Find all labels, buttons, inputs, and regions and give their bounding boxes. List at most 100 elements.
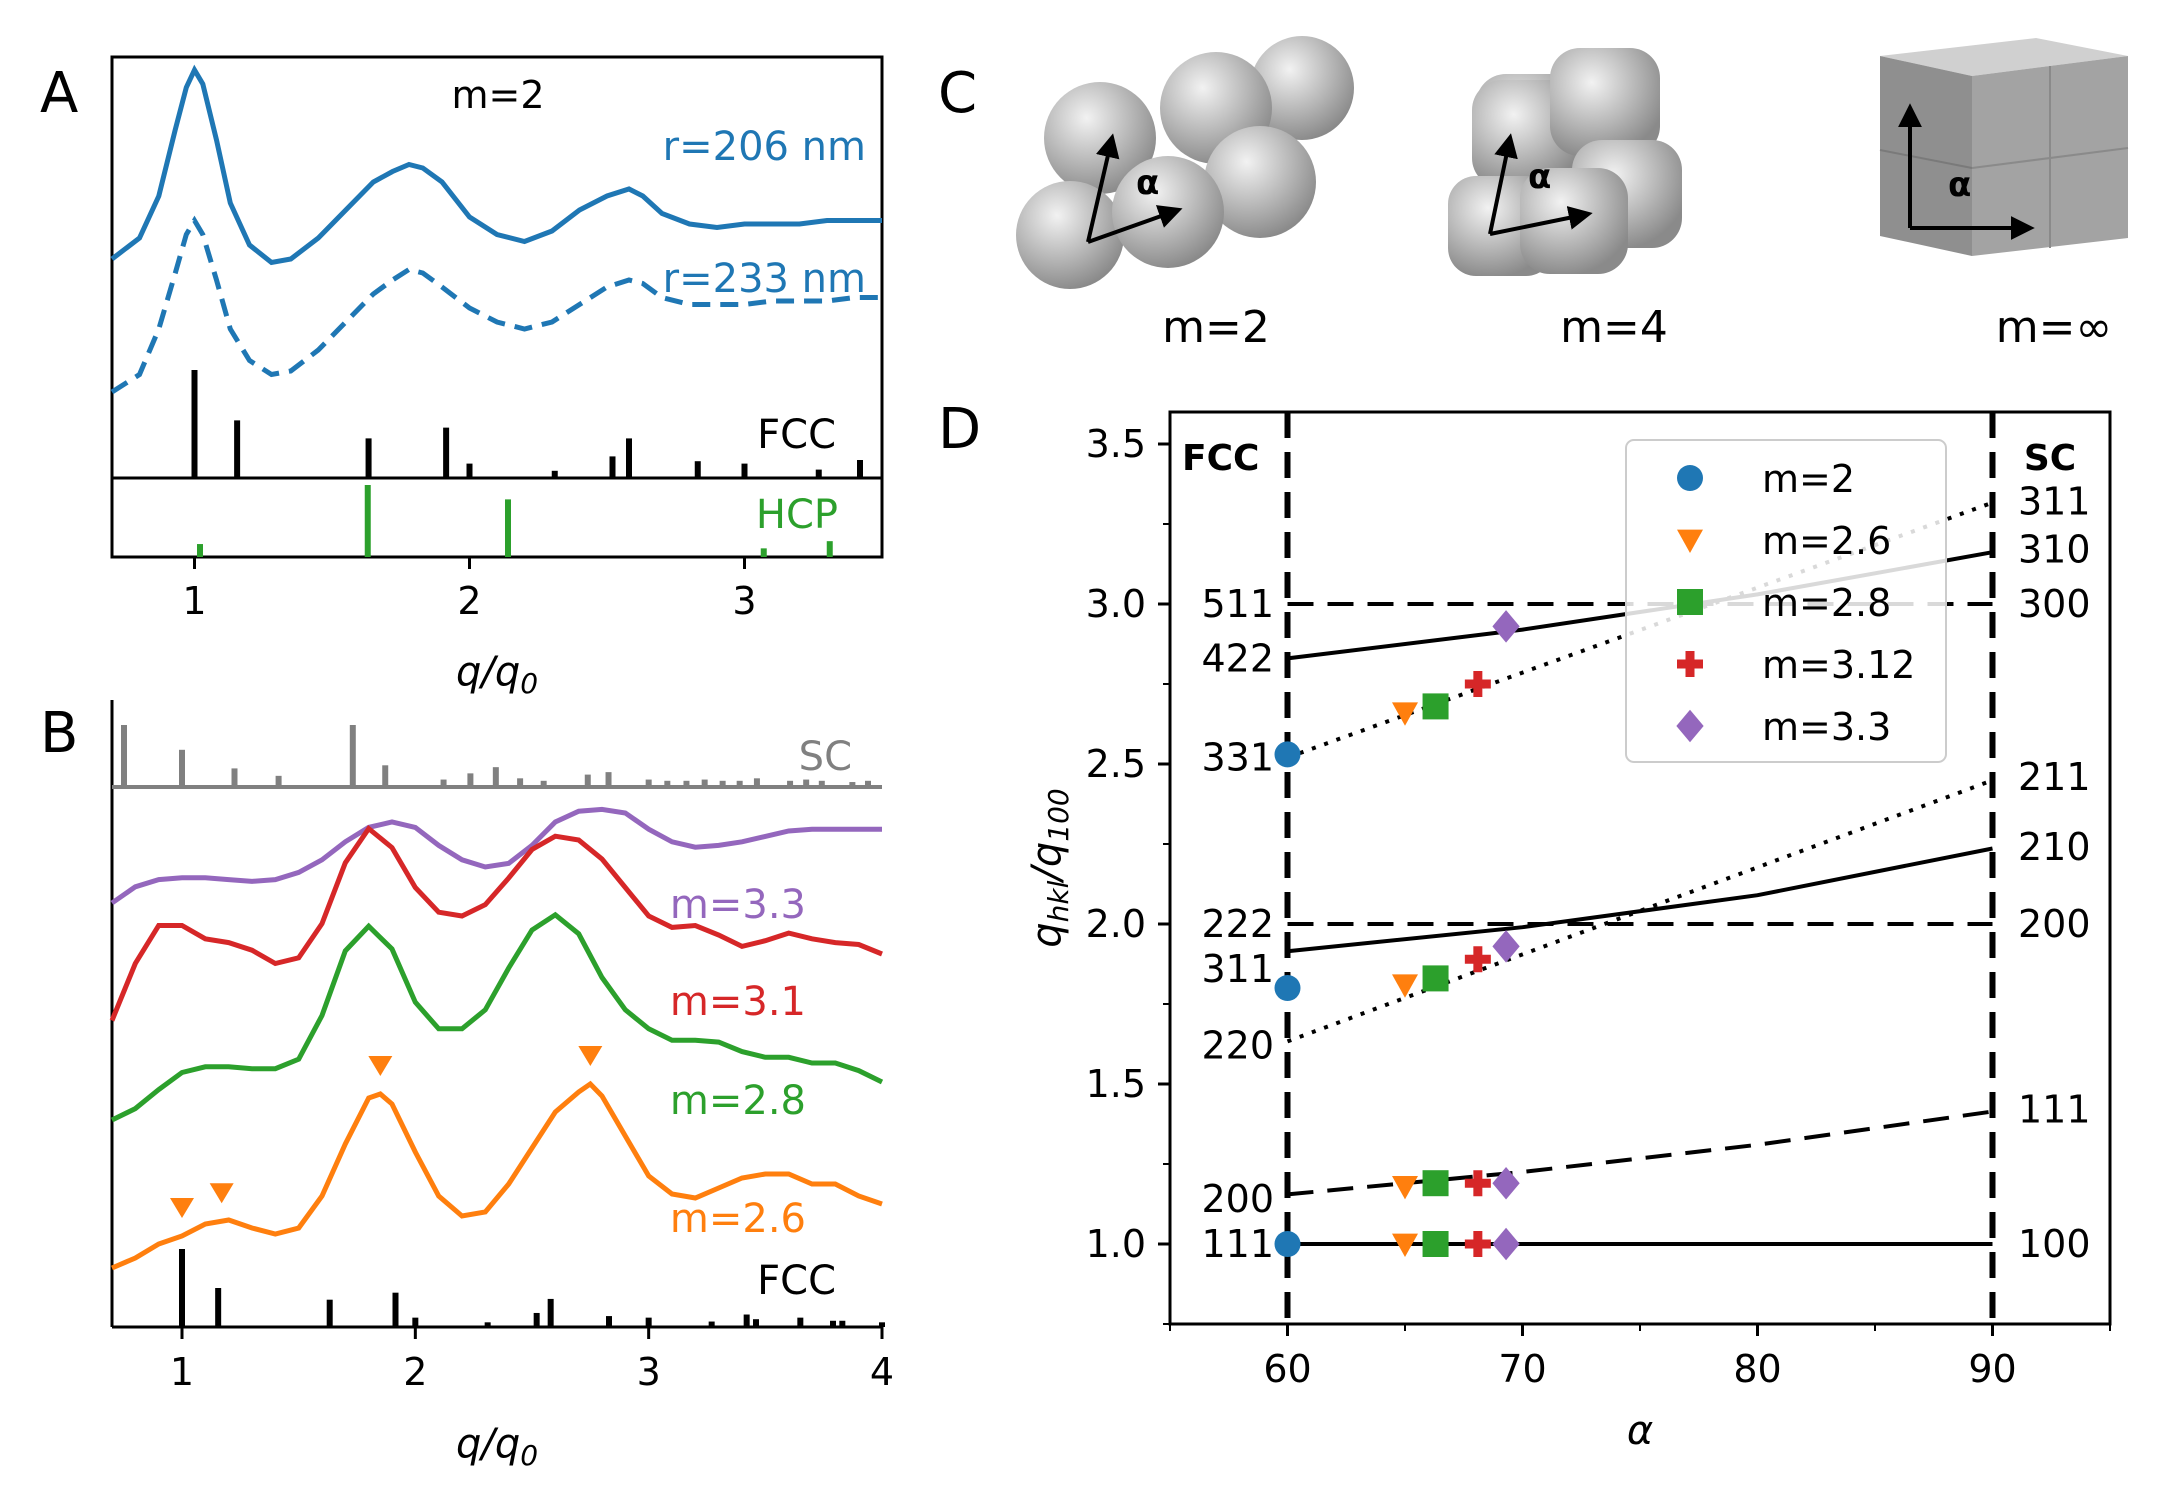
hkl-label-left: 220	[1201, 1024, 1274, 1068]
panel-b: 1 2 3 4 SC m=3.3 m=3.1 m=2.8 m=2.6 FCC q/q0	[109, 700, 894, 1472]
angle-label: α	[1528, 157, 1551, 197]
cube-edge	[1879, 149, 1973, 169]
panel-a-title: m=2	[451, 73, 544, 117]
panel-d-hkl-labels: 5114223312223112202001113113103002112102…	[1201, 480, 2090, 1266]
angle-label: α	[1948, 165, 1971, 205]
series-line-1	[109, 824, 883, 1022]
panel-b-label-m31: m=3.1	[670, 979, 806, 1025]
y-tick-label: 1.5	[1086, 1062, 1146, 1106]
x-tick-label: 1	[170, 1350, 194, 1394]
series-line-0	[110, 806, 882, 906]
series-line-1	[110, 215, 882, 395]
x-tick-label: 80	[1733, 1347, 1781, 1391]
y-tick-label: 3.0	[1086, 582, 1146, 626]
panel-d-phase-boundaries	[1284, 412, 1996, 1324]
y-tick-label: 2.5	[1086, 742, 1146, 786]
panel-a-curves	[110, 64, 882, 395]
legend-label: m=3.3	[1762, 705, 1891, 749]
panel-d-ticks: 60 70 80 90 1.0 1.5 2.0 2.5 3.0 3.5	[1086, 422, 2111, 1391]
caption-m2: m=2	[1162, 302, 1270, 353]
panel-b-label-m26: m=2.6	[670, 1196, 806, 1242]
marker-circle	[1274, 975, 1301, 1001]
panel-b-x-ticks: 1 2 3 4	[170, 1327, 894, 1394]
y-tick-label: 1.0	[1086, 1222, 1146, 1266]
y-tick-label: 3.5	[1086, 422, 1146, 466]
hkl-label-right: 310	[2018, 528, 2091, 572]
legend-marker-plus	[1677, 651, 1703, 677]
hkl-label-right: 111	[2018, 1088, 2091, 1132]
panel-b-sc-bars	[121, 725, 871, 787]
cube-top-face	[1880, 38, 2128, 76]
marker-triangle-down	[1392, 974, 1418, 998]
panel-b-peak-markers	[170, 1046, 603, 1218]
panel-d-label-fcc: FCC	[1182, 438, 1259, 479]
panel-a-x-ticks: 1 2 3	[182, 557, 757, 623]
marker-diamond	[1492, 1227, 1520, 1261]
marker-diamond	[1492, 610, 1520, 643]
x-tick-label: 4	[870, 1350, 894, 1394]
peak-marker	[368, 1056, 393, 1076]
legend-label: m=3.12	[1762, 643, 1915, 687]
axis-arrow	[1086, 133, 1120, 243]
panel-a-hcp-bars	[197, 485, 833, 557]
rounded-cube	[1550, 48, 1660, 156]
hkl-label-left: 511	[1201, 582, 1274, 626]
hkl-label-right: 211	[2018, 755, 2091, 799]
marker-triangle-down	[1392, 1176, 1418, 1200]
x-tick-label: 3	[732, 579, 756, 623]
panel-b-curves	[109, 806, 884, 1271]
panel-b-fcc-bars	[179, 1249, 885, 1327]
series-line-0	[110, 64, 882, 266]
peak-marker	[209, 1183, 234, 1204]
sphere	[1204, 126, 1316, 238]
curve-1	[1287, 1109, 1993, 1197]
marker-triangle-down	[1392, 1233, 1418, 1257]
x-tick-label: 2	[403, 1350, 427, 1394]
peak-marker	[170, 1198, 194, 1218]
y-tick-label: 2.0	[1086, 902, 1146, 946]
curve-2	[1286, 778, 1994, 1044]
marker-circle	[1274, 741, 1301, 768]
hkl-label-right: 200	[2018, 902, 2091, 946]
marker-square	[1422, 1170, 1449, 1197]
panel-a-label-fcc: FCC	[757, 412, 836, 458]
panel-b-label-m33: m=3.3	[670, 882, 806, 928]
hkl-label-left: 222	[1201, 902, 1274, 946]
legend-marker-diamond	[1676, 709, 1704, 743]
x-tick-label: 70	[1498, 1347, 1546, 1391]
caption-minf: m=∞	[1996, 302, 2112, 353]
x-tick-label: 3	[637, 1350, 661, 1394]
legend-label: m=2	[1762, 457, 1855, 501]
caption-m4: m=4	[1560, 302, 1668, 353]
hkl-label-left: 200	[1201, 1177, 1274, 1221]
x-tick-label: 1	[182, 579, 206, 623]
panel-b-label-fcc: FCC	[757, 1258, 836, 1304]
cube: α	[1879, 38, 2129, 256]
hkl-label-left: 311	[1201, 947, 1274, 991]
series-line-2	[110, 911, 884, 1123]
sphere	[1250, 36, 1354, 140]
panel-a-label-r206: r=206 nm	[663, 124, 866, 170]
panel-a-frame	[110, 55, 884, 559]
rounded-cube-cluster: α	[1448, 48, 1682, 276]
marker-square	[1422, 693, 1449, 720]
marker-diamond	[1492, 930, 1520, 963]
peak-marker	[578, 1046, 603, 1066]
panel-label-d: D	[938, 397, 981, 462]
marker-circle	[1274, 1231, 1301, 1257]
panel-label-c: C	[938, 61, 977, 126]
hkl-label-right: 300	[2018, 582, 2091, 626]
panel-a-label-r233: r=233 nm	[663, 256, 866, 302]
hkl-label-right: 210	[2018, 825, 2091, 869]
sphere-cluster: α	[1016, 36, 1354, 289]
hkl-label-right: 311	[2018, 480, 2091, 524]
panel-label-b: B	[40, 701, 78, 766]
legend-marker-square	[1677, 589, 1703, 615]
hkl-label-right: 100	[2018, 1222, 2091, 1266]
panel-a-fcc-bars	[191, 370, 863, 478]
panel-b-label-m28: m=2.8	[670, 1078, 806, 1124]
marker-triangle-down	[1392, 702, 1418, 726]
panel-d-ylabel: qhkl/q100	[1024, 788, 1075, 947]
marker-diamond	[1492, 1166, 1520, 1200]
